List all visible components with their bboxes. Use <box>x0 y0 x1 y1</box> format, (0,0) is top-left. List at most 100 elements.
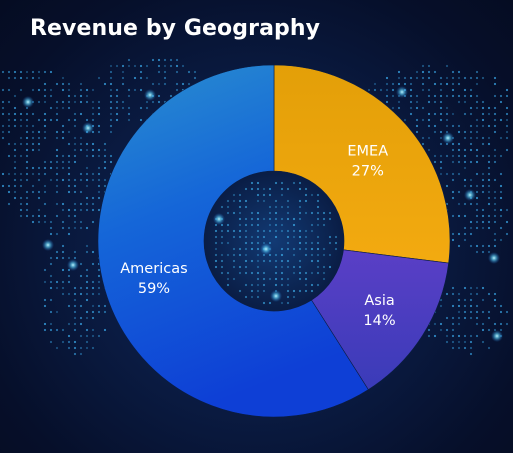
map-dot <box>445 112 449 116</box>
hole-dot <box>214 253 218 257</box>
map-dot <box>85 244 89 248</box>
hole-dot <box>250 223 254 227</box>
map-dot <box>37 142 41 146</box>
map-dot <box>469 334 473 338</box>
map-dot <box>97 190 101 194</box>
map-dot <box>55 190 59 194</box>
map-dot <box>469 106 473 110</box>
map-dot <box>493 118 497 122</box>
hole-dot <box>250 247 254 251</box>
hole-dot <box>304 253 308 257</box>
map-dot <box>433 82 437 86</box>
map-dot <box>43 130 47 134</box>
map-dot <box>85 334 89 338</box>
map-dot <box>91 220 95 224</box>
map-dot <box>475 184 479 188</box>
map-dot <box>487 202 491 206</box>
map-dot <box>499 154 503 158</box>
map-dot <box>499 208 503 212</box>
hole-dot <box>226 205 230 209</box>
hole-dot <box>310 247 314 251</box>
map-dot <box>175 58 179 62</box>
map-dot <box>79 274 83 278</box>
map-dot <box>415 130 419 134</box>
map-dot <box>85 202 89 206</box>
map-dot <box>427 94 431 98</box>
map-dot <box>499 172 503 176</box>
map-dot <box>433 322 437 326</box>
slice-value-americas: 59% <box>138 281 170 297</box>
hole-dot <box>298 217 302 221</box>
hole-dot <box>280 265 284 269</box>
map-dot <box>85 208 89 212</box>
map-dot <box>457 304 461 308</box>
map-dot <box>55 232 59 236</box>
map-dot <box>37 76 41 80</box>
map-dot <box>127 64 131 68</box>
map-dot <box>25 148 29 152</box>
hole-dot <box>298 265 302 269</box>
hole-dot <box>256 271 260 275</box>
hole-dot <box>322 217 326 221</box>
map-dot <box>457 202 461 206</box>
hole-dot <box>232 211 236 215</box>
map-dot <box>25 154 29 158</box>
map-dot <box>31 190 35 194</box>
map-dot <box>31 112 35 116</box>
map-dot <box>49 220 53 224</box>
map-dot <box>493 322 497 326</box>
map-dot <box>19 178 23 182</box>
map-dot <box>469 340 473 344</box>
map-dot <box>475 130 479 134</box>
hole-dot <box>250 283 254 287</box>
map-dot <box>451 160 455 164</box>
map-dot <box>61 154 65 158</box>
map-dot <box>7 124 11 128</box>
map-dot <box>475 286 479 290</box>
hole-dot <box>286 217 290 221</box>
map-dot <box>451 322 455 326</box>
map-dot <box>37 190 41 194</box>
hole-dot <box>244 205 248 209</box>
map-dot <box>415 76 419 80</box>
map-dot <box>469 232 473 236</box>
map-dot <box>55 256 59 260</box>
map-dot <box>103 148 107 152</box>
hole-dot <box>238 199 242 203</box>
map-dot <box>457 100 461 104</box>
map-dot <box>421 118 425 122</box>
map-dot <box>457 298 461 302</box>
map-dot <box>49 298 53 302</box>
map-dot <box>49 106 53 110</box>
map-dot <box>475 208 479 212</box>
hole-dot <box>280 301 284 305</box>
map-dot <box>1 106 5 110</box>
map-dot <box>385 76 389 80</box>
map-dot <box>415 106 419 110</box>
hole-dot <box>268 277 272 281</box>
map-dot <box>49 280 53 284</box>
map-dot <box>109 94 113 98</box>
map-dot <box>13 148 17 152</box>
hole-dot <box>244 241 248 245</box>
map-dot <box>73 94 77 98</box>
map-dot <box>13 178 17 182</box>
map-dot <box>493 154 497 158</box>
hole-dot <box>280 277 284 281</box>
map-dot <box>421 64 425 68</box>
map-dot <box>187 82 191 86</box>
map-dot <box>169 64 173 68</box>
hole-dot <box>226 271 230 275</box>
map-dot <box>505 208 509 212</box>
map-dot <box>493 148 497 152</box>
map-dot <box>145 106 149 110</box>
hole-dot <box>298 211 302 215</box>
map-dot <box>415 100 419 104</box>
map-dot <box>487 190 491 194</box>
map-dot <box>463 112 467 116</box>
hole-dot <box>244 223 248 227</box>
map-dot <box>31 142 35 146</box>
map-dot <box>457 142 461 146</box>
map-dot <box>7 190 11 194</box>
